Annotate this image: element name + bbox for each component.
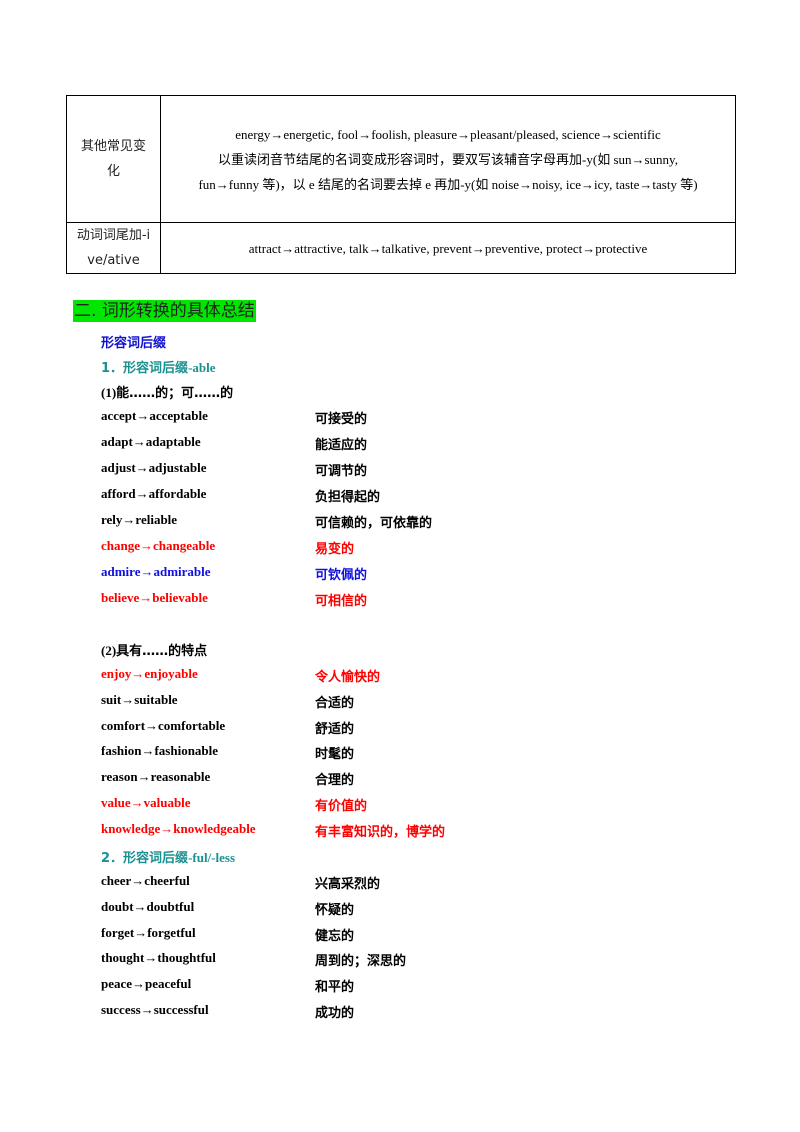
vocab-meaning: 健忘的	[315, 928, 355, 944]
vocab-word: reason→reasonable	[101, 769, 211, 785]
section-cn: 形容词后缀	[123, 361, 189, 376]
vocab-word: forget→forgetful	[101, 924, 196, 940]
group-prefix: (2)	[101, 643, 117, 658]
table-row: 其他常见变化 energy→energetic, fool→foolish, p…	[66, 95, 736, 223]
vocab-row: cheer→cheerful 兴高采烈的	[101, 873, 701, 893]
vocab-word: peace→peaceful	[101, 976, 192, 992]
row-content: energy→energetic, fool→foolish, pleasure…	[160, 95, 736, 223]
group-title-2: (2)具有……的特点	[101, 640, 207, 659]
vocab-meaning: 令人愉快的	[315, 670, 381, 685]
row-label: 动词词尾加-ive/ative	[66, 222, 161, 274]
vocab-meaning: 怀疑的	[315, 902, 355, 918]
vocab-word: adjust→adjustable	[101, 460, 207, 475]
vocab-row: adjust→adjustable 可调节的	[101, 460, 701, 480]
group-cn: 具有……的特点	[116, 644, 208, 659]
vocab-meaning: 成功的	[315, 1006, 355, 1021]
vocab-meaning: 和平的	[315, 980, 355, 996]
vocab-meaning: 可接受的	[315, 412, 368, 427]
section-cn: 形容词后缀	[123, 851, 189, 866]
vocab-meaning: 有价值的	[315, 799, 368, 814]
vocab-meaning: 能适应的	[315, 438, 368, 453]
vocab-row: suit→suitable 合适的	[101, 692, 701, 712]
vocab-word: thought→thoughtful	[101, 950, 216, 966]
vocab-meaning: 可信赖的，可依靠的	[315, 516, 433, 531]
vocab-row: reason→reasonable 合理的	[101, 769, 701, 789]
vocab-row: knowledge→knowledgeable 有丰富知识的，博学的	[101, 821, 701, 841]
vocab-row: value→valuable 有价值的	[101, 795, 701, 815]
subheading: 形容词后缀	[101, 336, 167, 351]
vocab-row: admire→admirable 可钦佩的	[101, 564, 701, 584]
row-label-text: 动词词尾加-ive/ative	[76, 228, 151, 268]
vocab-meaning: 合适的	[315, 695, 355, 711]
table-row: 动词词尾加-ive/ative attract→attractive, talk…	[66, 222, 736, 274]
vocab-meaning: 可调节的	[315, 464, 368, 479]
vocab-row: fashion→fashionable 时髦的	[101, 743, 701, 763]
vocab-row: believe→believable 可相信的	[101, 590, 701, 610]
vocab-row: comfort→comfortable 舒适的	[101, 718, 701, 738]
vocab-word: knowledge→knowledgeable	[101, 820, 256, 836]
vocab-word: cheer→cheerful	[101, 873, 190, 888]
vocab-word: afford→affordable	[101, 486, 207, 501]
vocab-row: rely→reliable 可信赖的，可依靠的	[101, 512, 701, 532]
transformation-table: 其他常见变化 energy→energetic, fool→foolish, p…	[66, 95, 736, 274]
group-title-1: (1)能……的；可……的	[101, 382, 233, 401]
vocab-row: afford→affordable 负担得起的	[101, 486, 701, 506]
vocab-meaning: 负担得起的	[315, 490, 381, 505]
vocab-meaning: 有丰富知识的，博学的	[315, 824, 446, 840]
vocab-meaning: 易变的	[315, 542, 355, 557]
row-label: 其他常见变化	[66, 95, 161, 223]
vocab-row: forget→forgetful 健忘的	[101, 925, 701, 945]
vocab-word: accept→acceptable	[101, 408, 208, 423]
vocab-word: admire→admirable	[101, 564, 211, 579]
vocab-row: change→changeable 易变的	[101, 538, 701, 558]
vocab-word: success→successful	[101, 1002, 209, 1017]
section-en: -able	[188, 360, 216, 375]
vocab-word: believe→believable	[101, 590, 208, 605]
section-number: 1．	[101, 361, 124, 376]
section-en: -ful/-less	[188, 850, 236, 865]
vocab-word: adapt→adaptable	[101, 434, 201, 449]
group-cn: 能……的；可……的	[116, 386, 234, 401]
vocab-word: change→changeable	[101, 538, 216, 553]
section-title-able: 1．形容词后缀-able	[101, 357, 216, 376]
vocab-row: accept→acceptable 可接受的	[101, 408, 701, 428]
content-line: 以重读闭音节结尾的名词变成形容词时，要双写该辅音字母再加-y(如 sun→sun…	[218, 151, 678, 167]
vocab-row: doubt→doubtful 怀疑的	[101, 899, 701, 919]
row-content: attract→attractive, talk→talkative, prev…	[160, 222, 736, 274]
vocab-word: value→valuable	[101, 795, 191, 810]
section-number: 2．	[101, 851, 124, 866]
vocab-row: adapt→adaptable 能适应的	[101, 434, 701, 454]
vocab-word: comfort→comfortable	[101, 717, 226, 733]
vocab-row: success→successful 成功的	[101, 1002, 701, 1022]
vocab-meaning: 合理的	[315, 773, 355, 789]
vocab-row: peace→peaceful 和平的	[101, 976, 701, 996]
vocab-meaning: 可相信的	[315, 594, 368, 609]
vocab-word: doubt→doubtful	[101, 898, 195, 914]
content-line: energy→energetic, fool→foolish, pleasure…	[235, 126, 661, 142]
vocab-meaning: 可钦佩的	[315, 568, 368, 583]
vocab-meaning: 兴高采烈的	[315, 877, 381, 892]
vocab-row: thought→thoughtful 周到的；深思的	[101, 950, 701, 970]
vocab-row: enjoy→enjoyable 令人愉快的	[101, 666, 701, 686]
vocab-word: rely→reliable	[101, 512, 178, 527]
vocab-word: fashion→fashionable	[101, 743, 219, 759]
vocab-word: suit→suitable	[101, 691, 178, 707]
vocab-meaning: 时髦的	[315, 747, 355, 763]
vocab-word: enjoy→enjoyable	[101, 666, 198, 681]
vocab-meaning: 舒适的	[315, 721, 355, 737]
content-line: fun→funny 等)，以 e 结尾的名词要去掉 e 再加-y(如 noise…	[198, 176, 698, 192]
row-label-text: 其他常见变化	[80, 139, 146, 179]
section-title-ful: 2．形容词后缀-ful/-less	[101, 847, 235, 866]
group-prefix: (1)	[101, 385, 117, 400]
vocab-meaning: 周到的；深思的	[315, 954, 407, 970]
content-line: attract→attractive, talk→talkative, prev…	[248, 240, 648, 256]
section-heading: 二. 词形转换的具体总结	[73, 300, 256, 322]
